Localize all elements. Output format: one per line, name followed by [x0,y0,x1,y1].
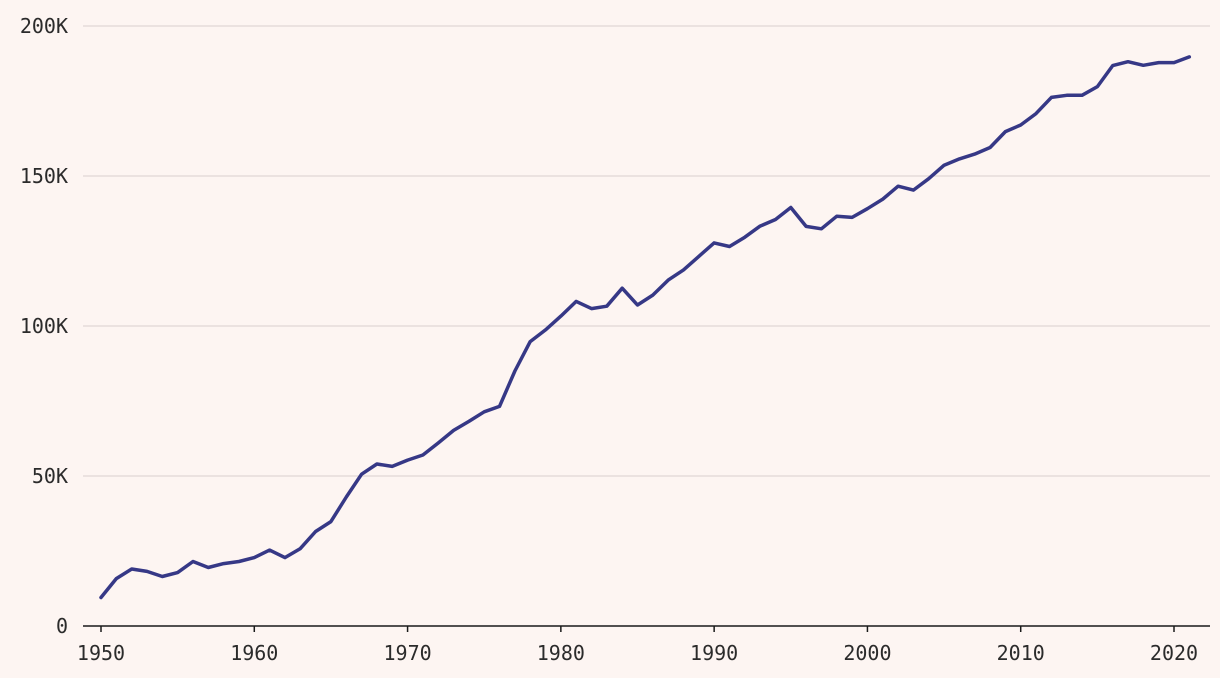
x-tick-label: 1960 [230,641,278,665]
data-point [467,419,471,423]
data-point [819,227,823,231]
data-point [712,241,716,245]
data-point [896,184,900,188]
data-point [298,547,302,551]
data-point [544,328,548,332]
data-point [498,404,502,408]
data-point [252,556,256,560]
data-point [206,566,210,570]
data-point [590,307,594,311]
data-point [1126,60,1130,64]
data-point [605,304,609,308]
data-point [942,163,946,167]
data-point [1065,93,1069,97]
data-point [1172,61,1176,65]
data-point [758,224,762,228]
data-point [1095,85,1099,89]
data-point [835,214,839,218]
data-point [773,218,777,222]
y-tick-label: 100K [20,314,68,338]
data-point [329,520,333,524]
data-point [314,530,318,534]
x-tick-labels: 1950 1960 1970 1980 1990 2000 2010 2020 [77,641,1198,665]
data-point [406,458,410,462]
data-point [360,472,364,476]
x-tick-label: 1990 [690,641,738,665]
data-point [727,245,731,249]
data-point [452,428,456,432]
x-tick-label: 1970 [383,641,431,665]
data-point [528,340,532,344]
x-tick-label: 2000 [843,641,891,665]
data-point [222,562,226,566]
x-tick-label: 2020 [1150,641,1198,665]
data-point [1080,93,1084,97]
data-point [697,254,701,258]
data-point [850,215,854,219]
data-point [1187,55,1191,59]
x-tick-label: 2010 [997,641,1045,665]
data-point [436,441,440,445]
data-point [390,464,394,468]
data-point [743,235,747,239]
data-point [145,569,149,573]
data-point [421,453,425,457]
series-line [99,55,1192,600]
x-tick-label: 1980 [537,641,585,665]
data-point [344,495,348,499]
y-tick-label: 50K [32,464,68,488]
data-point [988,146,992,150]
data-point [559,314,563,318]
data-point [666,278,670,282]
data-point [1141,63,1145,67]
data-point [375,462,379,466]
data-point [283,556,287,560]
data-point [130,567,134,571]
data-point [114,577,118,581]
data-point [1157,61,1161,65]
data-point [513,369,517,373]
data-point [620,286,624,290]
y-tick-label: 200K [20,14,68,38]
data-point [268,548,272,552]
data-point [574,299,578,303]
data-point [651,293,655,297]
data-point [99,596,103,600]
data-point [881,197,885,201]
series-layer [99,55,1192,600]
data-point [1111,64,1115,68]
data-point [1003,130,1007,134]
data-point [865,207,869,211]
y-tick-label: 0 [56,614,68,638]
data-point [911,188,915,192]
data-point [160,575,164,579]
x-tick-label: 1950 [77,641,125,665]
data-point [1034,112,1038,116]
data-point [804,224,808,228]
data-point [1049,95,1053,99]
data-point [973,152,977,156]
data-point [789,206,793,210]
y-tick-labels: 0 50K 100K 150K 200K [20,14,68,638]
x-axis [83,625,1210,632]
data-point [176,571,180,575]
data-point [237,560,241,564]
data-point [681,268,685,272]
data-point [927,177,931,181]
data-point [191,560,195,564]
gridlines [83,25,1210,477]
data-point [1019,123,1023,127]
y-tick-label: 150K [20,164,68,188]
data-point [957,157,961,161]
data-point [482,410,486,414]
data-point [636,303,640,307]
